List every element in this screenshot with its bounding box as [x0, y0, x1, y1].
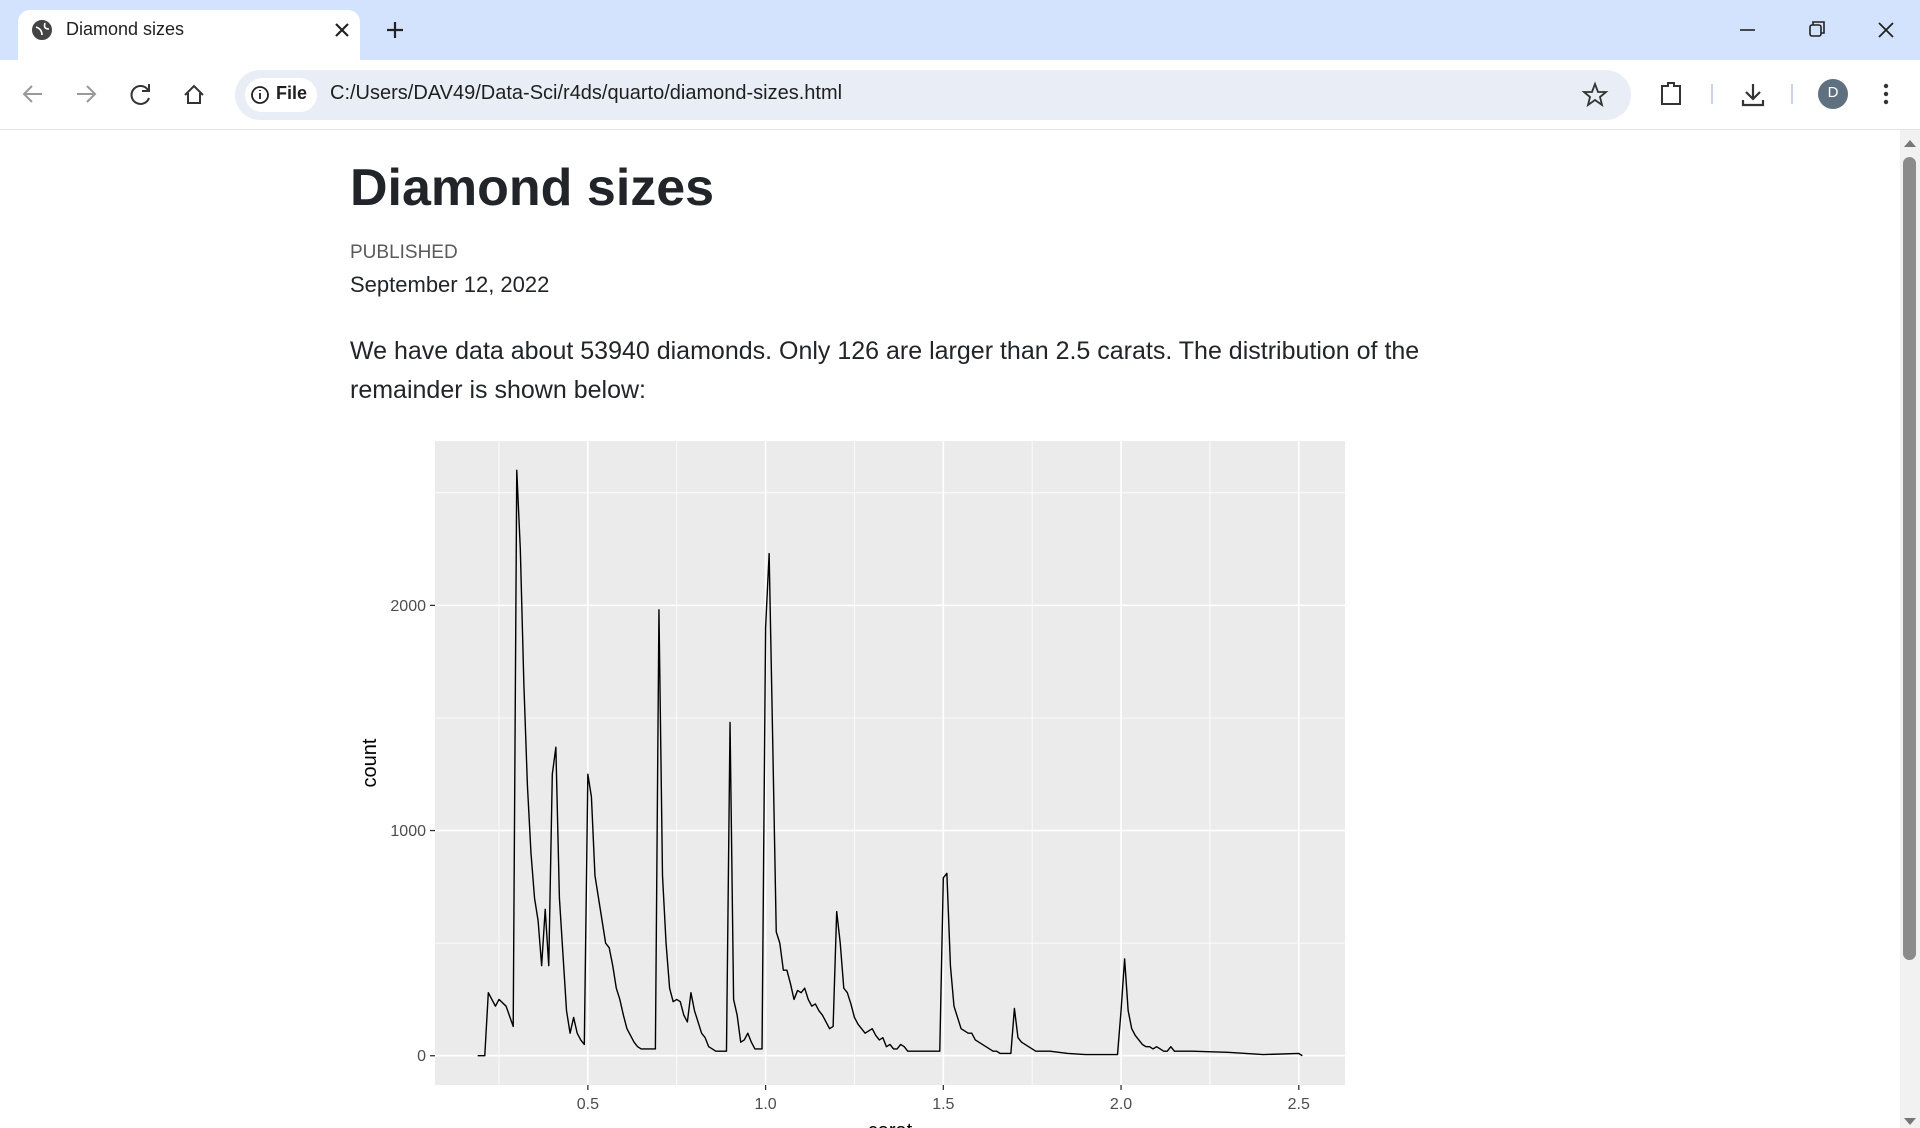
published-date: September 12, 2022 — [350, 272, 550, 297]
scrollbar-thumb[interactable] — [1903, 157, 1916, 960]
scroll-up[interactable] — [1904, 140, 1916, 147]
panel — [435, 441, 1345, 1085]
url[interactable]: C:/Users/DAV49/Data-Sci/r4ds/quarto/diam… — [330, 82, 843, 104]
tab[interactable] — [18, 10, 360, 60]
home[interactable] — [184, 84, 204, 104]
y-axis-label: count — [359, 738, 381, 787]
x-tick-label: 2.5 — [1288, 1096, 1310, 1113]
url-chip-label: File — [276, 83, 308, 103]
menu[interactable] — [1883, 83, 1889, 105]
downloads[interactable] — [1741, 84, 1765, 107]
profile-initial: D — [1827, 84, 1839, 101]
separator — [1711, 84, 1793, 104]
info-icon — [251, 86, 269, 104]
close-window[interactable] — [1878, 22, 1894, 38]
tab-title: Diamond sizes — [66, 19, 185, 39]
paragraph: We have data about 53940 diamonds. Only … — [350, 337, 1420, 404]
y-tick-label: 0 — [417, 1048, 426, 1065]
x-tick-label: 0.5 — [577, 1096, 599, 1113]
browser-icons — [22, 20, 1894, 109]
document-title: Diamond sizes — [350, 159, 715, 217]
y-tick-label: 2000 — [390, 598, 426, 615]
x-tick-label: 1.5 — [932, 1096, 954, 1113]
line — [477, 469, 1303, 1057]
back[interactable] — [22, 85, 42, 103]
published-label: PUBLISHED — [350, 242, 458, 263]
chart: 0.5 1.0 1.5 2.0 2.5 0 1000 2000 carat count — [359, 441, 1345, 1128]
reload[interactable] — [130, 84, 150, 105]
x-tick-label: 2.0 — [1110, 1096, 1132, 1113]
tab-close[interactable] — [335, 23, 349, 37]
scroll-down[interactable] — [1904, 1118, 1916, 1125]
bookmark-star[interactable] — [1581, 81, 1609, 108]
extensions[interactable] — [1661, 82, 1681, 105]
profile-avatar[interactable] — [1818, 79, 1848, 109]
globe-icon — [32, 20, 52, 40]
scroll-arrows — [1904, 140, 1916, 1125]
restore[interactable] — [1809, 21, 1825, 37]
new-tab[interactable] — [387, 22, 403, 38]
x-tick-label: 1.0 — [754, 1096, 776, 1113]
forward[interactable] — [77, 85, 97, 103]
y-tick-label: 1000 — [390, 823, 426, 840]
x-axis-label: carat — [868, 1120, 913, 1128]
